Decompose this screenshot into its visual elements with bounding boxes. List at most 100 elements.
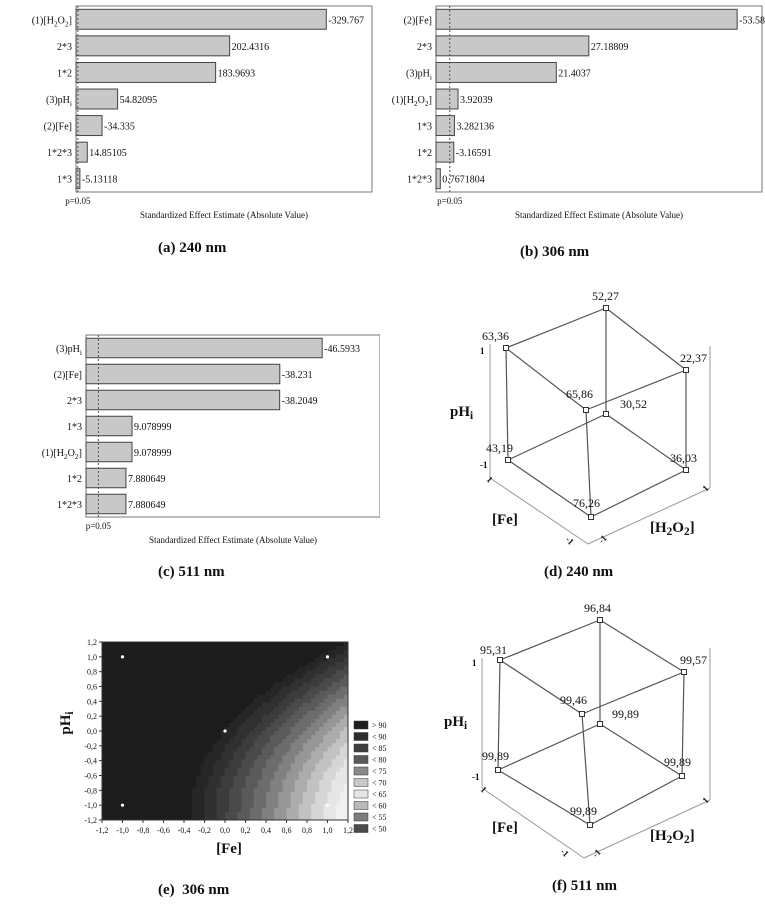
contour-cell	[270, 714, 275, 720]
contour-cell	[270, 775, 275, 781]
contour-cell	[298, 674, 304, 679]
contour-cell	[266, 739, 271, 744]
contour-cell	[315, 690, 320, 696]
contour-cell	[233, 686, 238, 692]
contour-cell	[290, 739, 296, 744]
contour-cell	[102, 731, 107, 736]
contour-cell	[102, 795, 107, 801]
contour-cell	[327, 702, 333, 708]
contour-cell	[311, 726, 316, 732]
contour-cell	[106, 759, 111, 764]
contour-cell	[319, 787, 324, 793]
contour-cell	[114, 787, 119, 793]
value-label: -53.58	[739, 15, 765, 26]
contour-cell	[192, 658, 197, 663]
contour-cell	[327, 674, 333, 679]
contour-cell	[298, 714, 304, 720]
contour-cell	[261, 682, 267, 687]
contour-cell	[311, 811, 316, 817]
contour-cell	[278, 799, 283, 805]
bar	[75, 141, 88, 163]
contour-cell	[114, 763, 119, 768]
contour-cell	[143, 783, 148, 789]
contour-cell	[159, 706, 164, 712]
contour-cell	[315, 670, 320, 675]
contour-cell	[266, 718, 271, 724]
contour-cell	[171, 662, 177, 667]
contour-cell	[188, 714, 193, 720]
contour-cell	[208, 783, 214, 789]
contour-cell	[315, 747, 320, 752]
contour-cell	[302, 718, 308, 724]
contour-cell	[302, 803, 308, 809]
contour-cell	[266, 650, 271, 655]
contour-cell	[143, 718, 148, 724]
contour-cell	[327, 678, 333, 683]
contour-cell	[134, 722, 140, 728]
contour-cell	[208, 743, 214, 748]
contour-cell	[151, 678, 156, 683]
cube-edge	[599, 619, 685, 673]
contour-cell	[102, 747, 107, 752]
contour-cell	[311, 710, 316, 716]
contour-cell	[184, 710, 189, 716]
contour-cell	[126, 686, 132, 692]
contour-cell	[192, 779, 197, 785]
contour-cell	[216, 698, 222, 704]
contour-cell	[200, 682, 205, 687]
contour-cell	[216, 767, 222, 772]
contour-cell	[216, 706, 222, 712]
contour-cell	[282, 755, 287, 760]
contour-cell	[229, 646, 234, 651]
contour-cell	[257, 714, 263, 720]
contour-cell	[294, 646, 300, 651]
contour-cell	[241, 714, 246, 720]
contour-cell	[270, 666, 275, 671]
contour-cell	[335, 710, 341, 716]
contour-cell	[188, 791, 193, 797]
contour-cell	[200, 714, 205, 720]
contour-cell	[216, 779, 222, 785]
contour-cell	[290, 815, 296, 821]
contour-cell	[274, 726, 279, 732]
contour-cell	[151, 743, 156, 748]
contour-cell	[270, 747, 275, 752]
contour-cell	[331, 670, 337, 675]
contour-cell	[163, 698, 169, 704]
contour-cell	[245, 759, 251, 764]
cube-vertex	[681, 669, 687, 675]
legend-label: < 90	[372, 733, 387, 742]
contour-cell	[233, 666, 238, 671]
axis-frame-line	[489, 477, 589, 545]
contour-cell	[192, 791, 197, 797]
contour-cell	[311, 783, 316, 789]
contour-cell	[200, 650, 205, 655]
bar	[85, 441, 133, 463]
contour-cell	[249, 682, 255, 687]
contour-cell	[323, 702, 328, 708]
contour-cell	[286, 658, 292, 663]
contour-cell	[331, 678, 337, 683]
contour-cell	[134, 662, 140, 667]
contour-cell	[204, 710, 210, 716]
contour-cell	[290, 678, 296, 683]
contour-cell	[307, 795, 312, 801]
contour-cell	[147, 735, 152, 740]
cube-plot-240nm: 52,2763,3622,3765,8630,5243,1936,0376,26…	[450, 289, 711, 547]
contour-cell	[286, 666, 292, 671]
contour-cell	[122, 726, 128, 732]
contour-cell	[229, 783, 234, 789]
contour-cell	[216, 654, 222, 659]
value-label: 14.85105	[89, 148, 127, 159]
contour-cell	[114, 702, 119, 708]
contour-cell	[163, 787, 169, 793]
contour-cell	[171, 706, 177, 712]
contour-cell	[200, 763, 205, 768]
contour-cell	[126, 646, 132, 651]
contour-cell	[331, 747, 337, 752]
contour-cell	[143, 751, 148, 756]
contour-cell	[208, 795, 214, 801]
contour-cell	[138, 759, 144, 764]
contour-cell	[114, 731, 119, 736]
contour-cell	[233, 763, 238, 768]
